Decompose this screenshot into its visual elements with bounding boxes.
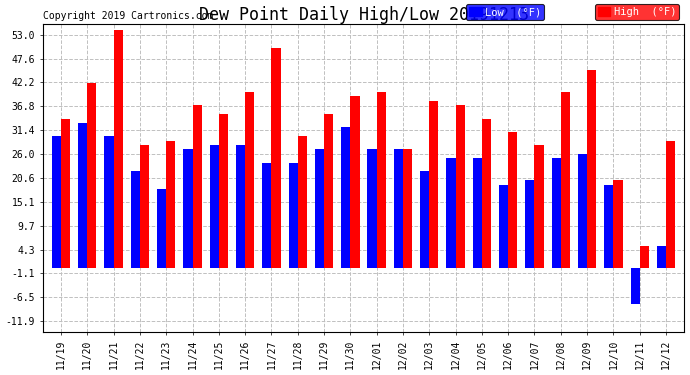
Bar — [262, 163, 271, 268]
Bar — [351, 96, 359, 268]
Bar — [114, 30, 123, 268]
Bar — [78, 123, 88, 268]
Bar — [535, 145, 544, 268]
Bar — [640, 246, 649, 268]
Bar — [368, 149, 377, 268]
Bar — [140, 145, 149, 268]
Bar — [551, 158, 561, 268]
Bar — [52, 136, 61, 268]
Title: Dew Point Daily High/Low 20191213: Dew Point Daily High/Low 20191213 — [199, 6, 529, 24]
Bar — [394, 149, 403, 268]
Bar — [420, 171, 429, 268]
Bar — [104, 136, 114, 268]
Bar — [578, 154, 587, 268]
Bar — [631, 268, 640, 304]
Bar — [473, 158, 482, 268]
Bar — [315, 149, 324, 268]
Bar — [561, 92, 570, 268]
Bar — [245, 92, 255, 268]
Bar — [193, 105, 201, 268]
Text: Copyright 2019 Cartronics.com: Copyright 2019 Cartronics.com — [43, 10, 213, 21]
Bar — [604, 185, 613, 268]
Bar — [324, 114, 333, 268]
Bar — [403, 149, 412, 268]
Bar — [499, 185, 509, 268]
Bar — [377, 92, 386, 268]
Bar — [61, 118, 70, 268]
Bar — [166, 141, 175, 268]
Bar — [587, 70, 596, 268]
Bar — [219, 114, 228, 268]
Bar — [184, 149, 193, 268]
Bar — [455, 105, 465, 268]
Bar — [341, 128, 351, 268]
Bar — [88, 83, 97, 268]
Bar — [271, 48, 281, 268]
Bar — [525, 180, 535, 268]
Bar — [210, 145, 219, 268]
Bar — [657, 246, 666, 268]
Bar — [446, 158, 455, 268]
Bar — [288, 163, 298, 268]
Legend: High  (°F): High (°F) — [595, 4, 679, 21]
Bar — [509, 132, 518, 268]
Bar — [482, 118, 491, 268]
Bar — [130, 171, 140, 268]
Bar — [236, 145, 245, 268]
Bar — [613, 180, 622, 268]
Bar — [666, 141, 676, 268]
Bar — [429, 101, 438, 268]
Bar — [298, 136, 307, 268]
Bar — [157, 189, 166, 268]
